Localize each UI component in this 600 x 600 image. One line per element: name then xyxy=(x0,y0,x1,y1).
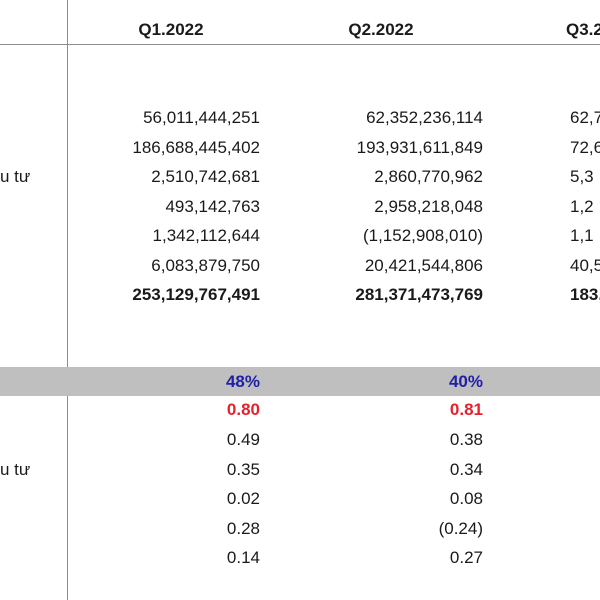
cell-q1: 0.14 xyxy=(226,548,260,567)
table-row: 493,142,763 2,958,218,048 1,2 xyxy=(0,192,600,222)
table-row: u tư 0.35 0.34 xyxy=(0,455,600,485)
table-row: 0.49 0.38 xyxy=(0,425,600,455)
table-row: 186,688,445,402 193,931,611,849 72,6 xyxy=(0,133,600,163)
cell-q3: 62,7 xyxy=(570,108,600,127)
cell-q2: (0.24) xyxy=(438,519,483,538)
percent-row: 48% 40% xyxy=(0,367,600,397)
cell-q1: 0.80 xyxy=(226,400,260,419)
cell-q2: 0.81 xyxy=(449,400,483,419)
table-row: 0.14 0.27 xyxy=(0,543,600,573)
cell-q3: 5,3 xyxy=(570,167,594,186)
column-header-q2-2022: Q2.2022 xyxy=(348,20,414,39)
cell-q1: 0.28 xyxy=(226,519,260,538)
cell-q1: 493,142,763 xyxy=(165,197,260,216)
cell-q2: 0.38 xyxy=(449,430,483,449)
total-q2: 281,371,473,769 xyxy=(355,285,483,304)
table-row: 0.02 0.08 xyxy=(0,484,600,514)
total-q3: 183,7 xyxy=(570,285,600,304)
row-label: u tư xyxy=(0,460,31,479)
cell-q2: 62,352,236,114 xyxy=(366,108,483,127)
cell-q1: 0.35 xyxy=(226,460,260,479)
label-column-divider xyxy=(67,0,68,600)
cell-q2: 20,421,544,806 xyxy=(364,256,483,275)
percent-header-band xyxy=(0,367,600,396)
cell-q1: 1,342,112,644 xyxy=(152,226,260,245)
cell-q2: 193,931,611,849 xyxy=(356,138,483,157)
cell-q3: 1,1 xyxy=(570,226,594,245)
cell-q2: (1,152,908,010) xyxy=(362,226,483,245)
total-row: 253,129,767,491 281,371,473,769 183,7 xyxy=(0,280,600,310)
table-row: 56,011,444,251 62,352,236,114 62,7 xyxy=(0,103,600,133)
cell-q2: 0.27 xyxy=(449,548,483,567)
header-divider xyxy=(0,44,600,45)
cell-q2: 0.08 xyxy=(449,489,483,508)
cell-q1: 6,083,879,750 xyxy=(151,256,260,275)
cell-q2: 2,860,770,962 xyxy=(374,167,483,186)
column-header-q3-2022: Q3.2 xyxy=(566,20,600,39)
percent-q1: 48% xyxy=(225,372,260,391)
table-row: 0.80 0.81 xyxy=(0,395,600,425)
table-row: 1,342,112,644 (1,152,908,010) 1,1 xyxy=(0,221,600,251)
cell-q2: 2,958,218,048 xyxy=(374,197,483,216)
percent-q2: 40% xyxy=(448,372,483,391)
cell-q3: 1,2 xyxy=(570,197,594,216)
table-row: u tư 2,510,742,681 2,860,770,962 5,3 xyxy=(0,162,600,192)
cell-q3: 72,6 xyxy=(570,138,600,157)
cell-q1: 186,688,445,402 xyxy=(132,138,260,157)
cell-q1: 0.49 xyxy=(226,430,260,449)
cell-q3: 40,5 xyxy=(570,256,600,275)
table-row: 6,083,879,750 20,421,544,806 40,5 xyxy=(0,251,600,281)
table-row: 0.28 (0.24) xyxy=(0,514,600,544)
column-header-q1-2022: Q1.2022 xyxy=(138,20,204,39)
cell-q1: 56,011,444,251 xyxy=(143,108,260,127)
total-q1: 253,129,767,491 xyxy=(132,285,260,304)
row-label: u tư xyxy=(0,167,31,186)
cell-q1: 2,510,742,681 xyxy=(151,167,260,186)
cell-q2: 0.34 xyxy=(449,460,483,479)
cell-q1: 0.02 xyxy=(226,489,260,508)
